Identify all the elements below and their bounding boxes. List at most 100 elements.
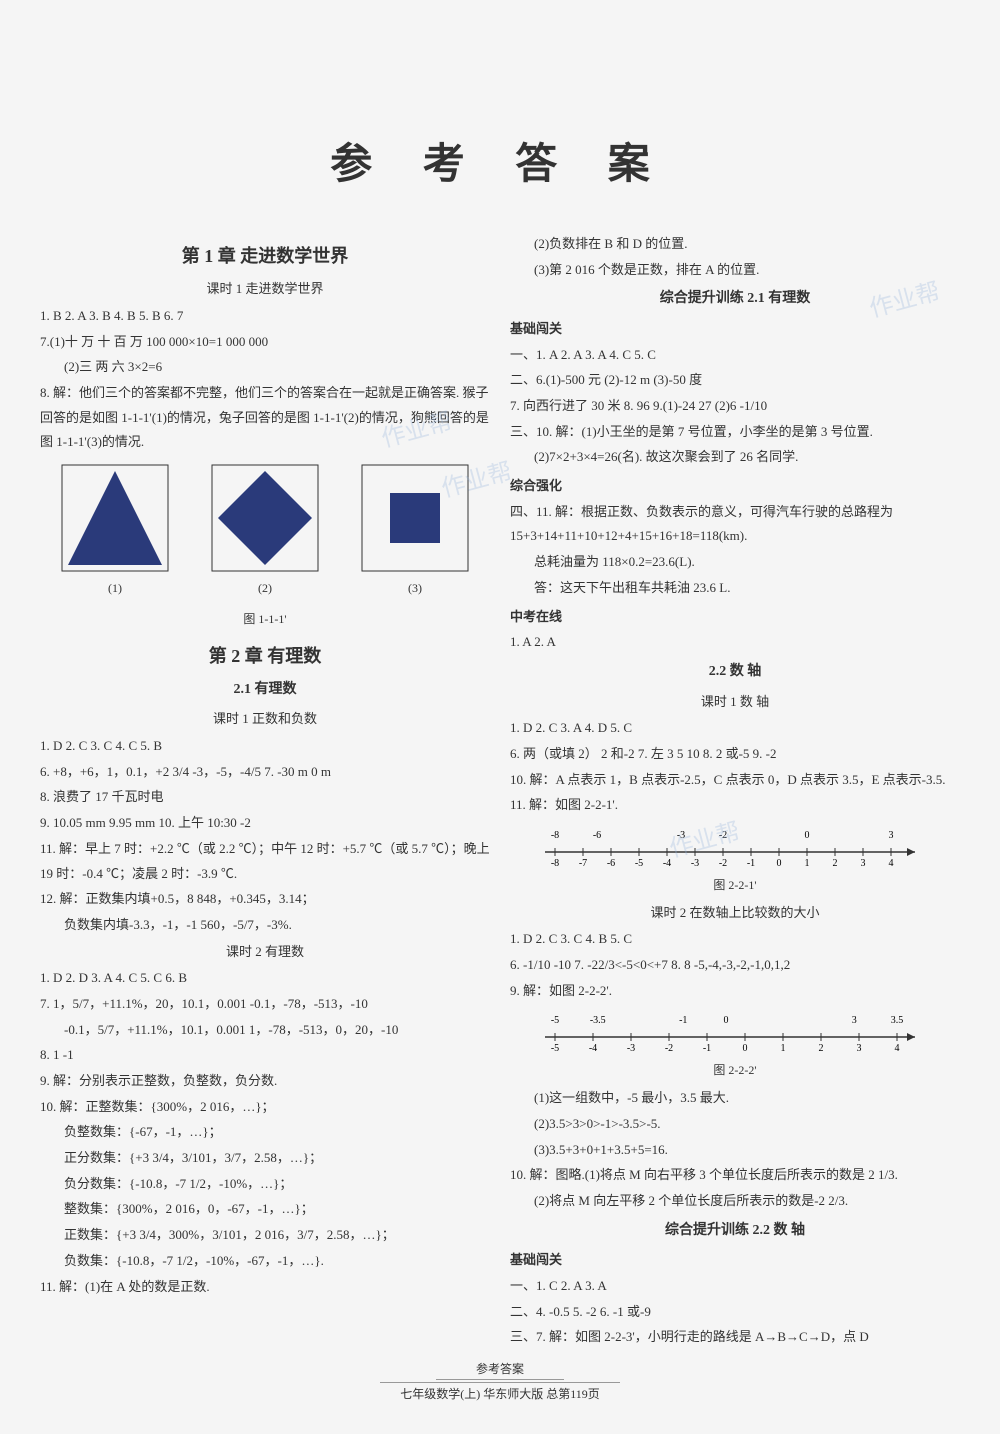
l211-line: 9. 10.05 mm 9.95 mm 10. 上午 10:30 -2 — [40, 811, 490, 836]
svg-text:-6: -6 — [593, 830, 601, 841]
comp22-line: 三、7. 解：如图 2-2-3'，小明行走的路线是 A→B→C→D，点 D — [510, 1325, 960, 1350]
l212-line: 9. 解：分别表示正整数，负整数，负分数. — [40, 1069, 490, 1094]
lesson-2-1-1-title: 课时 1 正数和负数 — [40, 707, 490, 732]
comp21-h1: 基础闯关 — [510, 317, 960, 342]
svg-text:-4: -4 — [589, 1043, 597, 1053]
l222-line: 1. D 2. C 3. C 4. B 5. C — [510, 927, 960, 952]
svg-text:-1: -1 — [679, 1015, 687, 1026]
l222-line: 6. -1/10 -10 7. -22/3<-5<0<+7 8. 8 -5,-4… — [510, 953, 960, 978]
footer-line1: 参考答案 — [436, 1358, 564, 1380]
fig2-label: (2) — [258, 581, 272, 595]
comp21-line: 二、6.(1)-500 元 (2)-12 m (3)-50 度 — [510, 368, 960, 393]
right-column: (2)负数排在 B 和 D 的位置. (3)第 2 016 个数是正数，排在 A… — [510, 231, 960, 1351]
svg-text:-3: -3 — [691, 858, 699, 868]
l212-line: 11. 解：(1)在 A 处的数是正数. — [40, 1275, 490, 1300]
l222-line: (2)3.5>3>0>-1>-3.5>-5. — [510, 1112, 960, 1137]
svg-text:3: 3 — [852, 1015, 857, 1026]
lesson-2-2-2-title: 课时 2 在数轴上比较数的大小 — [510, 901, 960, 926]
svg-text:-8: -8 — [551, 830, 559, 841]
svg-text:-3: -3 — [677, 830, 685, 841]
l212-line: 负分数集：{-10.8，-7 1/2，-10%，…}； — [40, 1172, 490, 1197]
chapter1-title: 第 1 章 走进数学世界 — [40, 239, 490, 273]
top-line: (3)第 2 016 个数是正数，排在 A 的位置. — [510, 258, 960, 283]
lesson-2-2-1-title: 课时 1 数 轴 — [510, 690, 960, 715]
svg-text:-1: -1 — [703, 1043, 711, 1053]
page-footer: 参考答案 七年级数学(上) 华东师大版 总第119页 — [0, 1358, 1000, 1404]
l212-line: 负数集：{-10.8，-7 1/2，-10%，-67，-1，…}. — [40, 1249, 490, 1274]
comp22-line: 一、1. C 2. A 3. A — [510, 1274, 960, 1299]
svg-text:3: 3 — [861, 858, 866, 868]
square-rotated-figure — [210, 463, 320, 573]
svg-text:0: 0 — [777, 858, 782, 868]
l211-line: 12. 解：正数集内填+0.5，8 848，+0.345，3.14； — [40, 887, 490, 912]
svg-text:-7: -7 — [579, 858, 587, 868]
svg-text:0: 0 — [743, 1043, 748, 1053]
svg-text:-2: -2 — [665, 1043, 673, 1053]
number-line-2-2-2: -5-4-3-2-101234-5-3.5-1033.5 — [535, 1009, 935, 1053]
svg-text:3.5: 3.5 — [891, 1015, 904, 1026]
l221-line: 1. D 2. C 3. A 4. D 5. C — [510, 716, 960, 741]
l222-line: 9. 解：如图 2-2-2'. — [510, 979, 960, 1004]
comp21-title: 综合提升训练 2.1 有理数 — [510, 286, 960, 313]
svg-text:4: 4 — [895, 1043, 900, 1053]
svg-text:-8: -8 — [551, 858, 559, 868]
fig-caption-221: 图 2-2-1' — [510, 874, 960, 897]
comp22-title: 综合提升训练 2.2 数 轴 — [510, 1218, 960, 1245]
svg-text:1: 1 — [781, 1043, 786, 1053]
c1-line: 1. B 2. A 3. B 4. B 5. B 6. 7 — [40, 304, 490, 329]
svg-text:2: 2 — [833, 858, 838, 868]
main-title: 参 考 答 案 — [40, 130, 960, 191]
comp21-line: 一、1. A 2. A 3. A 4. C 5. C — [510, 343, 960, 368]
chapter2-title: 第 2 章 有理数 — [40, 639, 490, 673]
fig1-label: (1) — [108, 581, 122, 595]
number-line-2-2-1: -8-7-6-5-4-3-2-101234-8-6-3-203 — [535, 824, 935, 868]
svg-text:-6: -6 — [607, 858, 615, 868]
svg-text:-2: -2 — [719, 830, 727, 841]
l212-line: 7. 1，5/7，+11.1%，20，10.1，0.001 -0.1，-78，-… — [40, 992, 490, 1017]
l212-line: 正数集：{+3 3/4，300%，3/101，2 016，3/7，2.58，…}… — [40, 1223, 490, 1248]
fig-caption-222: 图 2-2-2' — [510, 1059, 960, 1082]
comp21-line: 三、10. 解：(1)小王坐的是第 7 号位置，小李坐的是第 3 号位置. — [510, 420, 960, 445]
svg-text:2: 2 — [819, 1043, 824, 1053]
l212-line: 正分数集：{+3 3/4，3/101，3/7，2.58，…}； — [40, 1146, 490, 1171]
c1-line: (2)三 两 六 3×2=6 — [40, 355, 490, 380]
svg-text:0: 0 — [805, 830, 810, 841]
l212-line: 负整数集：{-67，-1，…}； — [40, 1120, 490, 1145]
comp22-h1: 基础闯关 — [510, 1248, 960, 1273]
svg-text:1: 1 — [805, 858, 810, 868]
l212-line: 8. 1 -1 — [40, 1043, 490, 1068]
svg-text:3: 3 — [889, 830, 894, 841]
comp21-line: 答：这天下午出租车共耗油 23.6 L. — [510, 576, 960, 601]
figure-3: (3) — [360, 463, 470, 600]
l221-line: 11. 解：如图 2-2-1'. — [510, 793, 960, 818]
svg-text:-5: -5 — [635, 858, 643, 868]
svg-text:3: 3 — [857, 1043, 862, 1053]
comp22-line: 二、4. -0.5 5. -2 6. -1 或-9 — [510, 1300, 960, 1325]
svg-text:-5: -5 — [551, 1043, 559, 1053]
left-column: 第 1 章 走进数学世界 课时 1 走进数学世界 1. B 2. A 3. B … — [40, 231, 490, 1351]
svg-text:-3.5: -3.5 — [590, 1015, 606, 1026]
svg-text:-3: -3 — [627, 1043, 635, 1053]
l222-line: (2)将点 M 向左平移 2 个单位长度后所表示的数是-2 2/3. — [510, 1189, 960, 1214]
svg-text:-5: -5 — [551, 1015, 559, 1026]
fig-caption-1: 图 1-1-1' — [40, 608, 490, 631]
l211-line: 11. 解：早上 7 时：+2.2 ℃（或 2.2 ℃）；中午 12 时：+5.… — [40, 837, 490, 886]
figure-2: (2) — [210, 463, 320, 600]
comp21-h2: 综合强化 — [510, 474, 960, 499]
comp21-h3: 中考在线 — [510, 605, 960, 630]
l222-line: (3)3.5+3+0+1+3.5+5=16. — [510, 1138, 960, 1163]
svg-text:4: 4 — [889, 858, 894, 868]
comp21-line: 7. 向西行进了 30 米 8. 96 9.(1)-24 27 (2)6 -1/… — [510, 394, 960, 419]
comp21-line: 四、11. 解：根据正数、负数表示的意义，可得汽车行驶的总路程为 15+3+14… — [510, 500, 960, 549]
l211-line: 8. 浪费了 17 千瓦时电 — [40, 785, 490, 810]
l222-line: (1)这一组数中，-5 最小，3.5 最大. — [510, 1086, 960, 1111]
l222-line: 10. 解：图略.(1)将点 M 向右平移 3 个单位长度后所表示的数是 2 1… — [510, 1163, 960, 1188]
footer-line2: 七年级数学(上) 华东师大版 总第119页 — [380, 1382, 620, 1404]
c1-line: 7.(1)十 万 十 百 万 100 000×10=1 000 000 — [40, 330, 490, 355]
lesson-2-1-2-title: 课时 2 有理数 — [40, 940, 490, 965]
l221-line: 6. 两（或填 2） 2 和-2 7. 左 3 5 10 8. 2 或-5 9.… — [510, 742, 960, 767]
content-columns: 第 1 章 走进数学世界 课时 1 走进数学世界 1. B 2. A 3. B … — [40, 231, 960, 1351]
figures-1-1-1: (1) (2) (3) — [40, 463, 490, 600]
l211-line: 1. D 2. C 3. C 4. C 5. B — [40, 734, 490, 759]
l212-line: 10. 解：正整数集：{300%，2 016，…}； — [40, 1095, 490, 1120]
